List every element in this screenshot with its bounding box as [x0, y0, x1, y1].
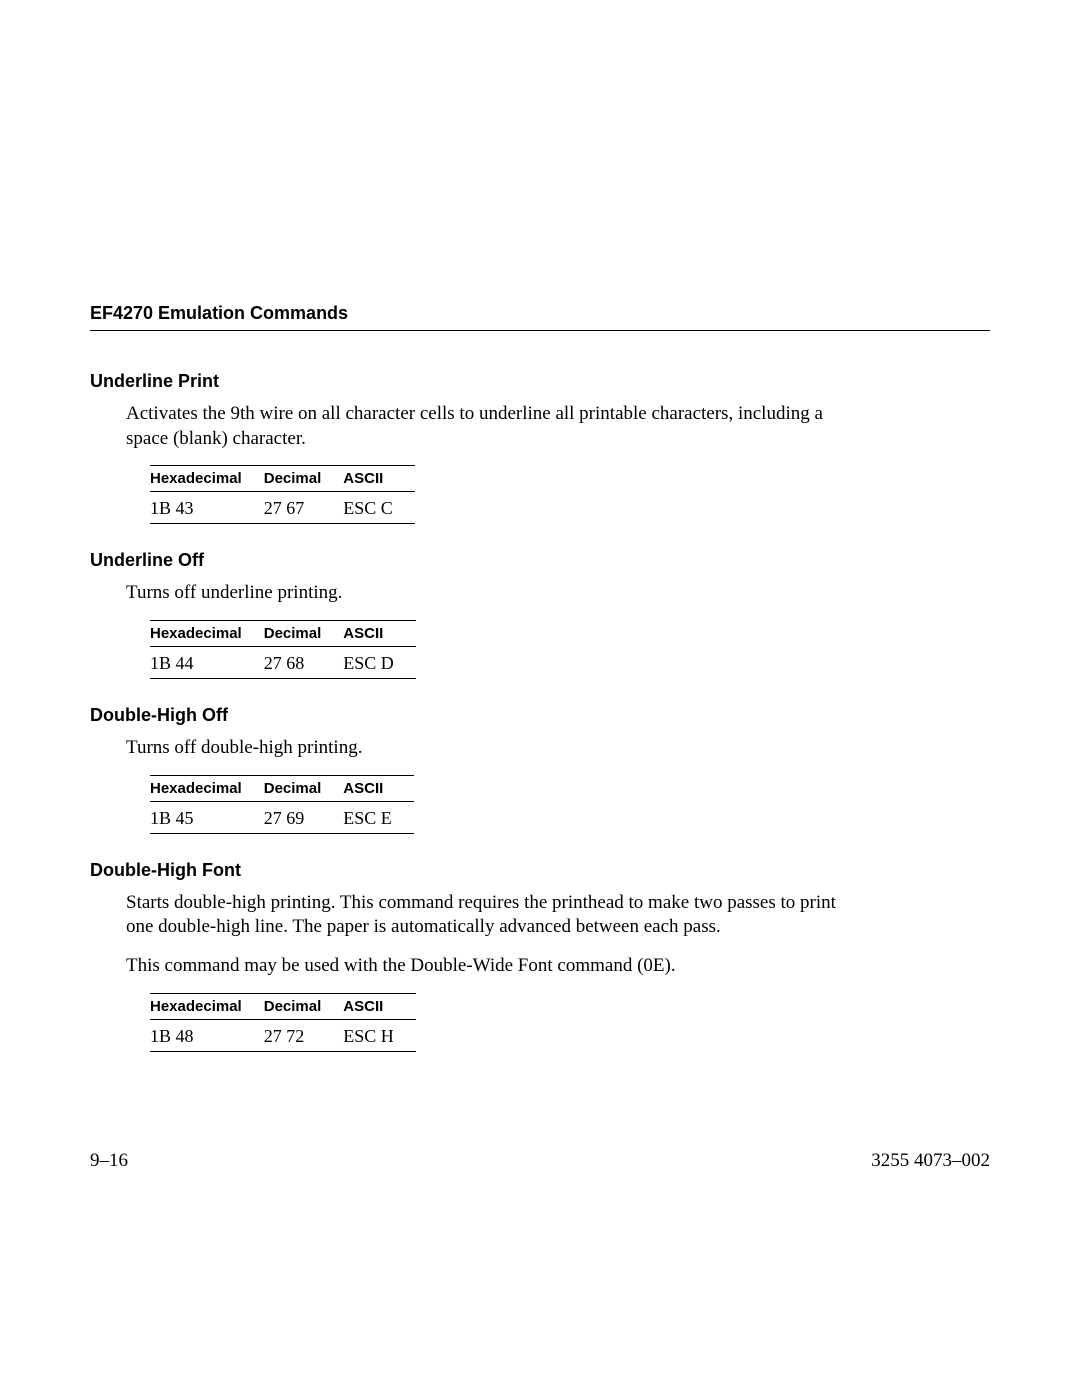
table-header-row: Hexadecimal Decimal ASCII [150, 621, 416, 647]
table-header-row: Hexadecimal Decimal ASCII [150, 993, 416, 1019]
col-ascii: ASCII [343, 621, 416, 647]
content-area: EF4270 Emulation Commands Underline Prin… [90, 303, 990, 1062]
command-table: Hexadecimal Decimal ASCII 1B 45 27 69 ES… [150, 775, 414, 834]
body-text: Turns off double-high printing. [126, 736, 846, 761]
command-table: Hexadecimal Decimal ASCII 1B 44 27 68 ES… [150, 620, 416, 679]
cell-dec: 27 72 [264, 1019, 344, 1051]
footer-page-number: 9–16 [90, 1150, 128, 1172]
table-header-row: Hexadecimal Decimal ASCII [150, 775, 414, 801]
col-ascii: ASCII [343, 466, 415, 492]
body-text: This command may be used with the Double… [126, 954, 846, 979]
table-row: 1B 45 27 69 ESC E [150, 801, 414, 833]
col-hex: Hexadecimal [150, 775, 264, 801]
body-text: Turns off underline printing. [126, 581, 846, 606]
document-header: EF4270 Emulation Commands [90, 303, 990, 331]
section-title-underline-off: Underline Off [90, 550, 990, 571]
cell-ascii: ESC D [343, 647, 416, 679]
col-hex: Hexadecimal [150, 466, 264, 492]
cell-ascii: ESC H [343, 1019, 416, 1051]
body-text: Starts double-high printing. This comman… [126, 891, 846, 940]
cell-hex: 1B 44 [150, 647, 264, 679]
table-row: 1B 44 27 68 ESC D [150, 647, 416, 679]
command-table: Hexadecimal Decimal ASCII 1B 43 27 67 ES… [150, 465, 415, 524]
page-footer: 9–16 3255 4073–002 [90, 1150, 990, 1172]
col-dec: Decimal [264, 775, 344, 801]
col-dec: Decimal [264, 993, 344, 1019]
table-row: 1B 48 27 72 ESC H [150, 1019, 416, 1051]
page: EF4270 Emulation Commands Underline Prin… [0, 0, 1080, 1397]
cell-hex: 1B 48 [150, 1019, 264, 1051]
footer-doc-number: 3255 4073–002 [871, 1150, 990, 1172]
section-title-underline-print: Underline Print [90, 371, 990, 392]
col-hex: Hexadecimal [150, 621, 264, 647]
cell-dec: 27 69 [264, 801, 344, 833]
command-table: Hexadecimal Decimal ASCII 1B 48 27 72 ES… [150, 993, 416, 1052]
col-ascii: ASCII [343, 775, 414, 801]
cell-dec: 27 67 [264, 492, 344, 524]
section-title-double-high-off: Double-High Off [90, 705, 990, 726]
cell-hex: 1B 45 [150, 801, 264, 833]
col-hex: Hexadecimal [150, 993, 264, 1019]
col-dec: Decimal [264, 621, 344, 647]
body-text: Activates the 9th wire on all character … [126, 402, 846, 451]
cell-dec: 27 68 [264, 647, 344, 679]
table-header-row: Hexadecimal Decimal ASCII [150, 466, 415, 492]
section-title-double-high-font: Double-High Font [90, 860, 990, 881]
cell-ascii: ESC C [343, 492, 415, 524]
table-row: 1B 43 27 67 ESC C [150, 492, 415, 524]
col-dec: Decimal [264, 466, 344, 492]
col-ascii: ASCII [343, 993, 416, 1019]
cell-ascii: ESC E [343, 801, 414, 833]
cell-hex: 1B 43 [150, 492, 264, 524]
